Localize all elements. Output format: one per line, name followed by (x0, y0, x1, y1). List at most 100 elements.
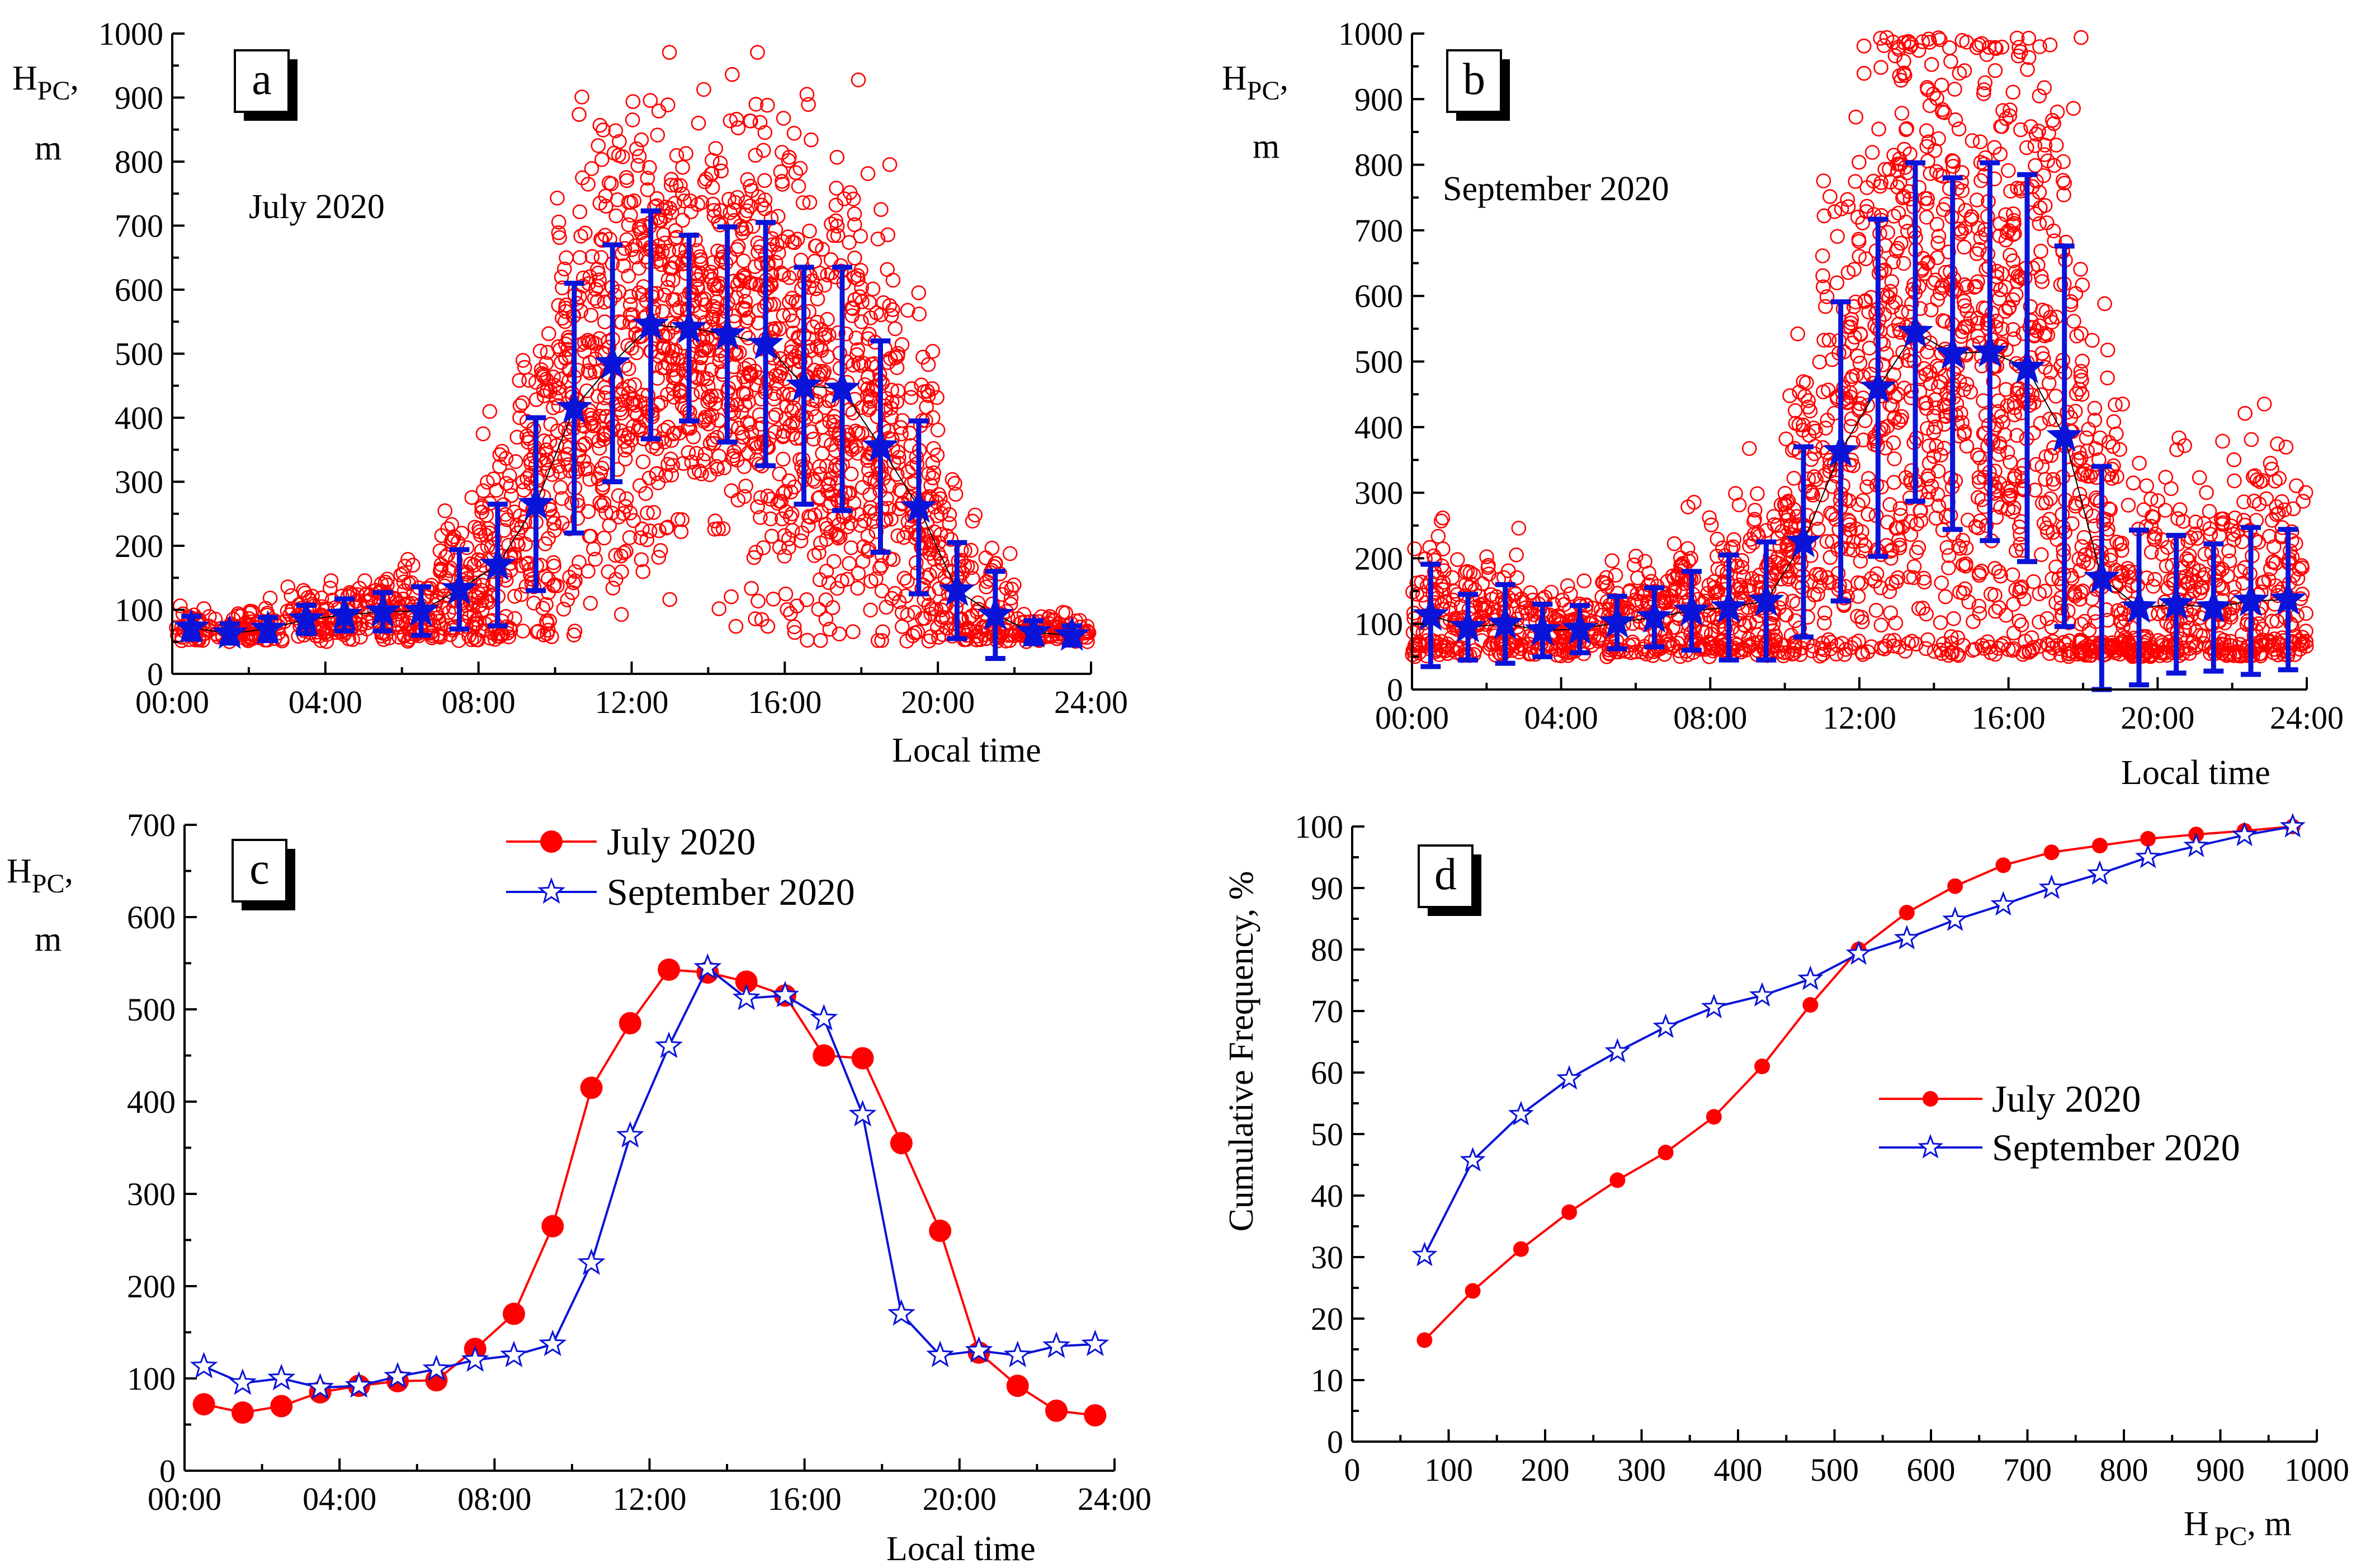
scatter-point (1055, 604, 1070, 620)
scatter-point (761, 440, 776, 455)
scatter-point (1680, 541, 1696, 556)
scatter-point (785, 506, 800, 522)
scatter-point (781, 153, 796, 168)
scatter-point (627, 398, 643, 413)
data-point-september (1990, 891, 2017, 916)
scatter-point (659, 520, 674, 536)
scatter-point (1687, 494, 1702, 510)
scatter-point (576, 454, 592, 469)
scatter-point (1433, 578, 1449, 593)
scatter-point (850, 580, 865, 596)
scatter-point (800, 632, 815, 648)
scatter-point (555, 280, 570, 296)
mean-star (556, 389, 593, 424)
scatter-point (785, 427, 801, 442)
scatter-point (870, 232, 886, 247)
scatter-point (482, 404, 498, 419)
scatter-point (802, 195, 818, 210)
scatter-point (925, 470, 941, 486)
scatter-point (862, 295, 877, 310)
scatter-point (825, 600, 840, 615)
y-tick-label: 500 (1354, 344, 1403, 380)
scatter-point (1816, 615, 1832, 631)
scatter-point (662, 592, 677, 607)
y-tick-label: 400 (127, 1084, 176, 1120)
scatter-point (728, 618, 744, 634)
scatter-point (781, 540, 796, 555)
scatter-point (909, 555, 924, 570)
scatter-point (925, 343, 941, 359)
scatter-point (934, 602, 949, 617)
x-tick-label: 1000 (2284, 1452, 2349, 1488)
scatter-point (684, 387, 700, 403)
scatter-point (643, 93, 658, 108)
scatter-point (911, 285, 927, 300)
scatter-point (775, 177, 790, 192)
scatter-point (2085, 333, 2100, 348)
scatter-point (820, 311, 835, 327)
x-tick-label: 04:00 (1524, 700, 1598, 736)
data-point-september (616, 1121, 644, 1148)
scatter-point (738, 327, 753, 342)
scatter-point (894, 426, 909, 442)
scatter-point (397, 559, 413, 574)
x-tick-label: 0 (1344, 1452, 1361, 1488)
scatter-point (818, 592, 834, 607)
scatter-point (1458, 565, 1473, 580)
data-point-july (1513, 1241, 1529, 1257)
scatter-point (489, 483, 504, 498)
scatter-point (614, 315, 630, 330)
scatter-point (2139, 478, 2154, 494)
scatter-point (933, 506, 949, 521)
scatter-point (1703, 626, 1719, 642)
scatter-point (2132, 455, 2147, 471)
scatter-point (608, 547, 624, 563)
scatter-point (1750, 486, 1765, 502)
scatter-point (551, 380, 566, 396)
scatter-point (862, 327, 877, 342)
scatter-point (555, 516, 570, 531)
scatter-point (613, 548, 629, 564)
scatter-point (750, 499, 765, 514)
scatter-point (702, 393, 718, 408)
scatter-point (536, 367, 551, 383)
data-point-july (1609, 1172, 1626, 1188)
mean-star (173, 608, 210, 644)
scatter-point (828, 213, 843, 229)
scatter-point (322, 580, 338, 596)
scatter-point (854, 480, 870, 495)
scatter-point (2043, 491, 2058, 507)
scatter-point (1942, 40, 1957, 55)
scatter-point (1790, 326, 1805, 342)
scatter-point (933, 550, 948, 565)
scatter-point (2192, 470, 2207, 485)
scatter-point (853, 518, 868, 533)
scatter-point (641, 470, 657, 486)
scatter-point (715, 521, 731, 536)
scatter-point (1934, 575, 1949, 591)
scatter-point (775, 511, 790, 527)
y-tick-label: 100 (115, 592, 163, 629)
scatter-point (1859, 479, 1874, 494)
scatter-point (942, 507, 957, 522)
scatter-point (2073, 262, 2088, 277)
scatter-point (2157, 503, 2173, 518)
x-tick-label: 200 (1521, 1452, 1570, 1488)
scatter-point (1442, 601, 1458, 616)
scatter-point (242, 611, 257, 626)
scatter-point (2069, 328, 2084, 344)
scatter-point (546, 516, 561, 531)
scatter-point (660, 97, 676, 112)
scatter-point (1815, 248, 1830, 263)
scatter-point (934, 555, 950, 571)
scatter-point (1551, 608, 1566, 624)
x-tick-label: 00:00 (135, 684, 209, 720)
scatter-point (874, 583, 890, 598)
scatter-point (791, 178, 806, 194)
scatter-point (2227, 473, 2242, 489)
scatter-point (2236, 494, 2251, 509)
scatter-point (882, 298, 898, 313)
scatter-point (616, 258, 631, 273)
scatter-point (598, 199, 613, 214)
scatter-point (748, 97, 764, 112)
